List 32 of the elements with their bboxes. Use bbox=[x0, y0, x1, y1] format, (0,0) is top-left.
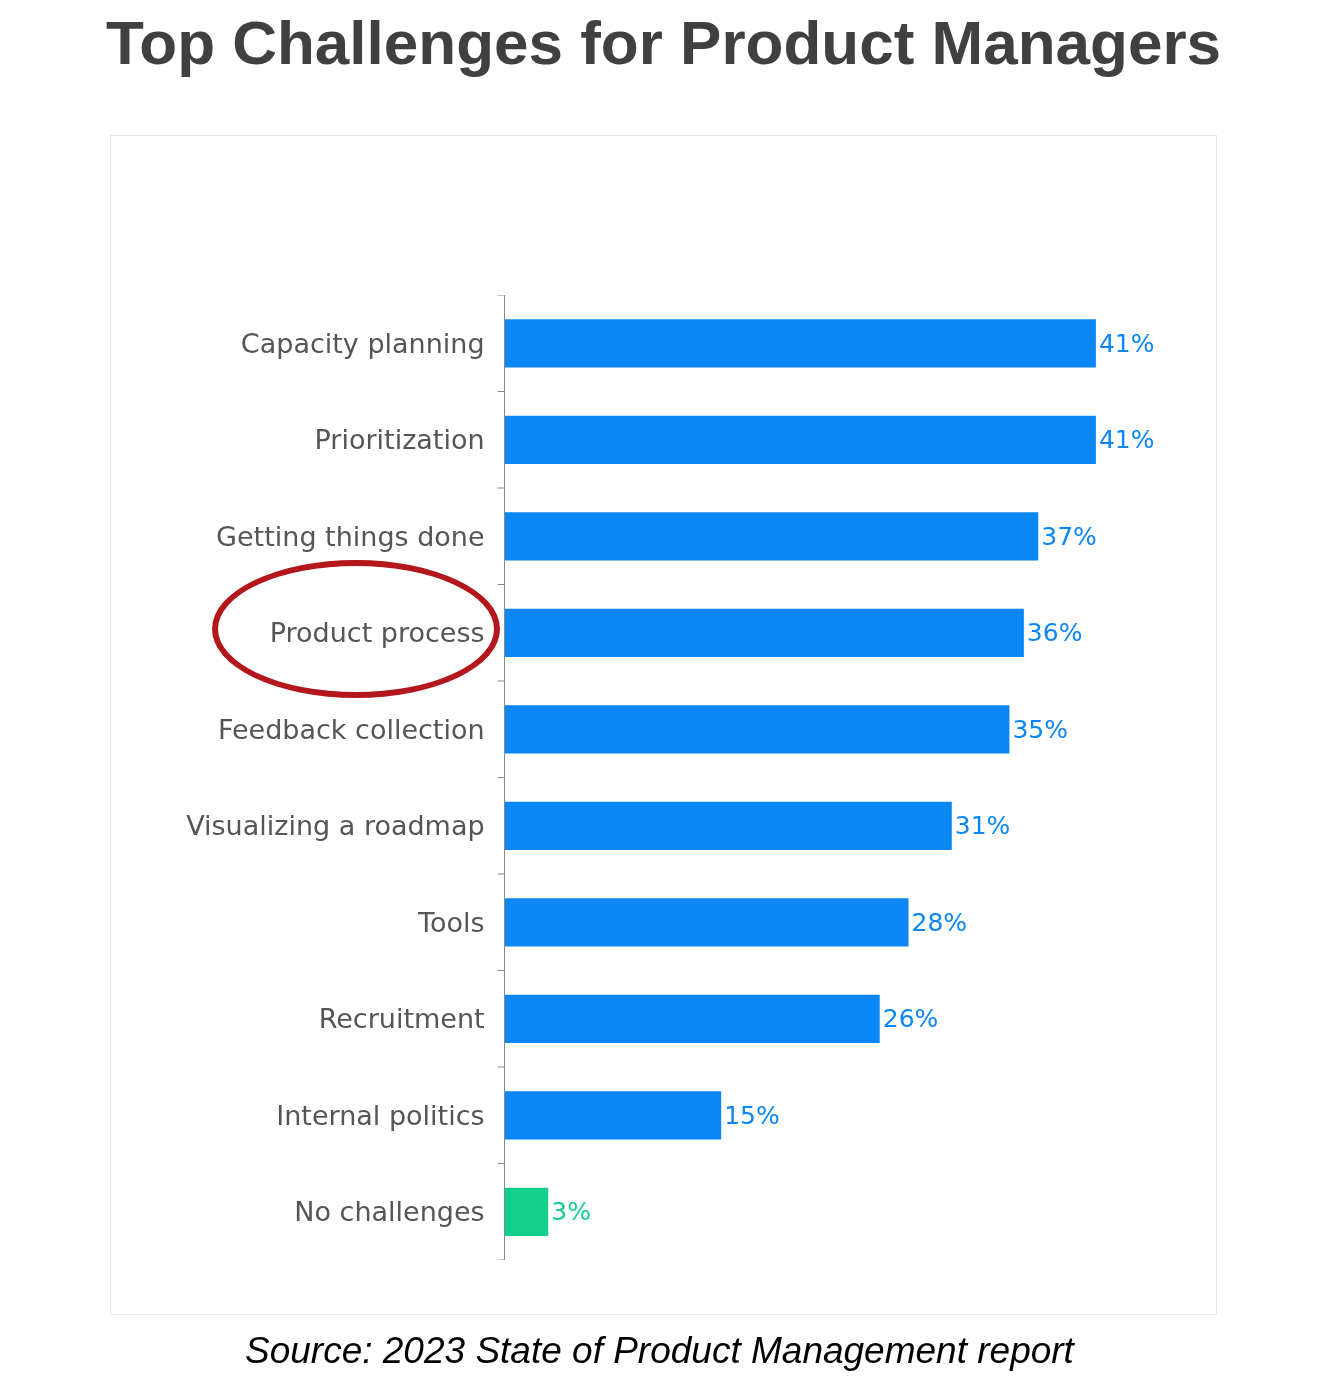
data-label: 28% bbox=[911, 907, 968, 937]
y-tick-label: Getting things done bbox=[216, 520, 485, 552]
data-label: 36% bbox=[1026, 618, 1083, 648]
y-tick-label: Capacity planning bbox=[240, 327, 485, 359]
source-note: Source: 2023 State of Product Management report bbox=[245, 1330, 1076, 1371]
bar bbox=[505, 1187, 549, 1236]
y-tick-label: Feedback collection bbox=[217, 713, 485, 745]
y-tick-label: Product process bbox=[269, 617, 485, 649]
data-label: 3% bbox=[551, 1197, 591, 1227]
y-tick-label: Prioritization bbox=[314, 424, 485, 456]
bar bbox=[505, 801, 952, 850]
data-label: 31% bbox=[954, 811, 1011, 841]
bar bbox=[505, 512, 1039, 561]
bar bbox=[505, 415, 1096, 464]
y-tick-label: No challenges bbox=[294, 1196, 485, 1228]
data-label: 41% bbox=[1098, 328, 1155, 358]
data-label: 26% bbox=[882, 1004, 939, 1034]
bar bbox=[505, 608, 1024, 657]
data-label: 35% bbox=[1012, 714, 1069, 744]
bar bbox=[505, 994, 880, 1043]
y-tick-label: Recruitment bbox=[318, 1003, 485, 1035]
data-label: 15% bbox=[724, 1100, 780, 1130]
bar bbox=[505, 898, 909, 947]
bar bbox=[505, 319, 1096, 368]
bar bbox=[505, 705, 1010, 754]
y-tick-label: Internal politics bbox=[276, 1099, 485, 1131]
data-label: 41% bbox=[1098, 425, 1155, 455]
data-label: 37% bbox=[1041, 521, 1097, 551]
y-tick-label: Visualizing a roadmap bbox=[186, 810, 485, 842]
bar bbox=[505, 1091, 722, 1140]
y-tick-label: Tools bbox=[417, 906, 485, 938]
chart-title: Top Challenges for Product Managers bbox=[105, 8, 1222, 78]
